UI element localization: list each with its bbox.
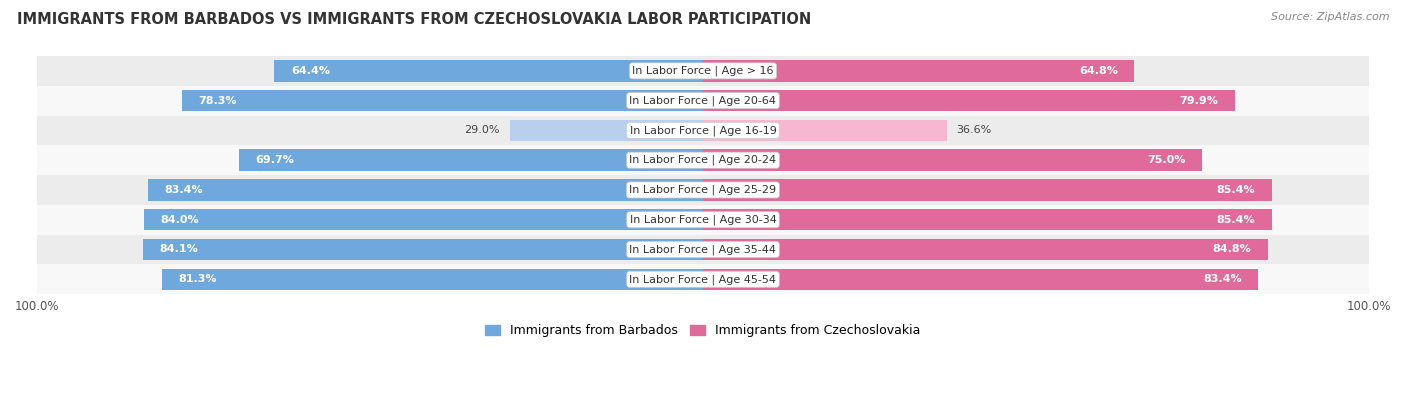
Text: 85.4%: 85.4%	[1216, 215, 1256, 225]
Text: In Labor Force | Age 45-54: In Labor Force | Age 45-54	[630, 274, 776, 284]
Bar	[703, 269, 1258, 290]
Text: 64.8%: 64.8%	[1078, 66, 1118, 76]
Text: IMMIGRANTS FROM BARBADOS VS IMMIGRANTS FROM CZECHOSLOVAKIA LABOR PARTICIPATION: IMMIGRANTS FROM BARBADOS VS IMMIGRANTS F…	[17, 12, 811, 27]
Bar	[37, 56, 1369, 86]
Bar	[143, 239, 703, 260]
Bar	[703, 179, 1271, 201]
Bar	[703, 60, 1135, 82]
Bar	[703, 209, 1271, 230]
Text: 81.3%: 81.3%	[179, 274, 217, 284]
Bar	[37, 86, 1369, 115]
Text: In Labor Force | Age 20-24: In Labor Force | Age 20-24	[630, 155, 776, 166]
Bar	[37, 175, 1369, 205]
Legend: Immigrants from Barbados, Immigrants from Czechoslovakia: Immigrants from Barbados, Immigrants fro…	[479, 320, 927, 342]
Text: 84.8%: 84.8%	[1212, 245, 1251, 254]
Text: In Labor Force | Age 25-29: In Labor Force | Age 25-29	[630, 185, 776, 195]
Text: 69.7%: 69.7%	[256, 155, 294, 165]
Bar	[37, 145, 1369, 175]
Text: 84.0%: 84.0%	[160, 215, 200, 225]
Bar	[703, 90, 1234, 111]
Text: 75.0%: 75.0%	[1147, 155, 1185, 165]
Bar	[37, 264, 1369, 294]
Bar	[703, 120, 946, 141]
Bar	[143, 209, 703, 230]
Text: In Labor Force | Age 20-64: In Labor Force | Age 20-64	[630, 96, 776, 106]
Text: Source: ZipAtlas.com: Source: ZipAtlas.com	[1271, 12, 1389, 22]
Text: In Labor Force | Age > 16: In Labor Force | Age > 16	[633, 66, 773, 76]
Text: 83.4%: 83.4%	[165, 185, 202, 195]
Text: In Labor Force | Age 35-44: In Labor Force | Age 35-44	[630, 244, 776, 255]
Bar	[703, 149, 1202, 171]
Bar	[703, 239, 1268, 260]
Bar	[37, 205, 1369, 235]
Bar	[181, 90, 703, 111]
Text: 79.9%: 79.9%	[1180, 96, 1218, 105]
Bar	[37, 235, 1369, 264]
Bar	[37, 115, 1369, 145]
Bar	[148, 179, 703, 201]
Text: 84.1%: 84.1%	[160, 245, 198, 254]
Text: In Labor Force | Age 30-34: In Labor Force | Age 30-34	[630, 214, 776, 225]
Text: 78.3%: 78.3%	[198, 96, 236, 105]
Bar	[510, 120, 703, 141]
Text: 85.4%: 85.4%	[1216, 185, 1256, 195]
Text: 64.4%: 64.4%	[291, 66, 330, 76]
Bar	[239, 149, 703, 171]
Text: 36.6%: 36.6%	[956, 126, 991, 135]
Text: 83.4%: 83.4%	[1204, 274, 1241, 284]
Bar	[162, 269, 703, 290]
Bar	[274, 60, 703, 82]
Text: 29.0%: 29.0%	[464, 126, 501, 135]
Text: In Labor Force | Age 16-19: In Labor Force | Age 16-19	[630, 125, 776, 135]
